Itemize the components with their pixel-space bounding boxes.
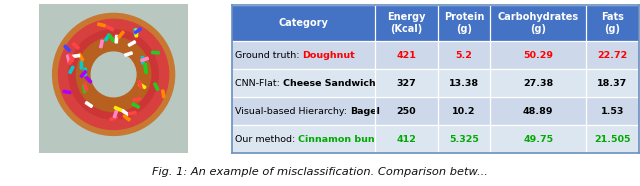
Circle shape <box>92 52 136 97</box>
Text: Cheese Sandwich: Cheese Sandwich <box>283 79 376 88</box>
Bar <box>232 97 639 125</box>
Bar <box>152 51 159 54</box>
Text: 5.325: 5.325 <box>449 135 479 144</box>
Text: Bagel: Bagel <box>350 107 380 116</box>
Bar <box>72 43 79 49</box>
Bar <box>129 111 136 115</box>
Bar <box>67 55 70 63</box>
Bar <box>125 52 132 56</box>
Text: 22.72: 22.72 <box>597 51 627 60</box>
Bar <box>85 102 93 108</box>
Bar <box>113 110 118 118</box>
Bar <box>114 106 122 111</box>
Text: 49.75: 49.75 <box>523 135 553 144</box>
Text: 48.89: 48.89 <box>523 107 554 116</box>
Text: Doughnut: Doughnut <box>303 51 355 60</box>
Bar <box>84 68 86 76</box>
Bar <box>85 76 92 83</box>
Bar <box>141 56 144 64</box>
Bar <box>80 70 86 78</box>
Bar <box>104 34 110 41</box>
Text: Fig. 1: An example of misclassification. Comparison betw...: Fig. 1: An example of misclassification.… <box>152 167 488 177</box>
Bar <box>138 81 142 88</box>
Text: 10.2: 10.2 <box>452 107 476 116</box>
Bar <box>68 57 74 64</box>
Bar <box>83 83 88 91</box>
Text: 21.505: 21.505 <box>594 135 630 144</box>
Text: Carbohydrates
(g): Carbohydrates (g) <box>497 12 579 34</box>
Text: Ground truth:: Ground truth: <box>235 51 303 60</box>
Bar <box>144 63 147 71</box>
Text: 412: 412 <box>397 135 417 144</box>
Bar <box>80 61 83 69</box>
Circle shape <box>52 13 175 135</box>
Bar <box>123 115 131 121</box>
Bar <box>134 28 141 34</box>
Text: 13.38: 13.38 <box>449 79 479 88</box>
Bar <box>69 54 73 62</box>
Circle shape <box>76 37 151 112</box>
Bar <box>138 83 146 89</box>
Bar <box>98 23 106 27</box>
Bar <box>83 85 86 93</box>
Bar <box>68 66 74 74</box>
Bar <box>232 125 639 153</box>
Bar <box>128 41 136 46</box>
Circle shape <box>69 30 158 119</box>
Bar <box>100 40 104 48</box>
Bar <box>110 116 118 121</box>
Bar <box>118 31 124 38</box>
Text: Protein
(g): Protein (g) <box>444 12 484 34</box>
Bar <box>135 29 138 37</box>
Bar <box>72 54 80 58</box>
Text: 18.37: 18.37 <box>597 79 627 88</box>
Bar <box>161 90 165 98</box>
Text: Fats
(g): Fats (g) <box>601 12 624 34</box>
Bar <box>78 53 84 61</box>
Bar <box>144 66 147 73</box>
Text: Energy
(Kcal): Energy (Kcal) <box>387 12 426 34</box>
Bar <box>115 35 118 43</box>
Text: Category: Category <box>278 18 328 28</box>
Circle shape <box>58 19 169 129</box>
Bar <box>108 34 115 42</box>
Text: 50.29: 50.29 <box>523 51 553 60</box>
Text: CNN-Flat:: CNN-Flat: <box>235 79 283 88</box>
Bar <box>141 57 148 62</box>
Bar <box>134 28 137 36</box>
Text: 5.2: 5.2 <box>456 51 472 60</box>
Bar <box>122 109 129 116</box>
Bar <box>63 90 71 94</box>
Text: 250: 250 <box>397 107 416 116</box>
Bar <box>132 103 140 108</box>
Text: 327: 327 <box>397 79 417 88</box>
Bar <box>106 25 114 31</box>
Text: 27.38: 27.38 <box>523 79 554 88</box>
Text: Our method:: Our method: <box>235 135 298 144</box>
Text: 421: 421 <box>397 51 417 60</box>
Text: Cinnamon bun: Cinnamon bun <box>298 135 375 144</box>
Bar <box>232 5 639 41</box>
Bar <box>64 45 70 52</box>
Bar <box>154 83 159 90</box>
Text: Visual-based Hierarchy:: Visual-based Hierarchy: <box>235 107 350 116</box>
Text: 1.53: 1.53 <box>601 107 624 116</box>
Bar <box>133 98 141 101</box>
Bar <box>232 41 639 69</box>
Bar <box>232 69 639 97</box>
